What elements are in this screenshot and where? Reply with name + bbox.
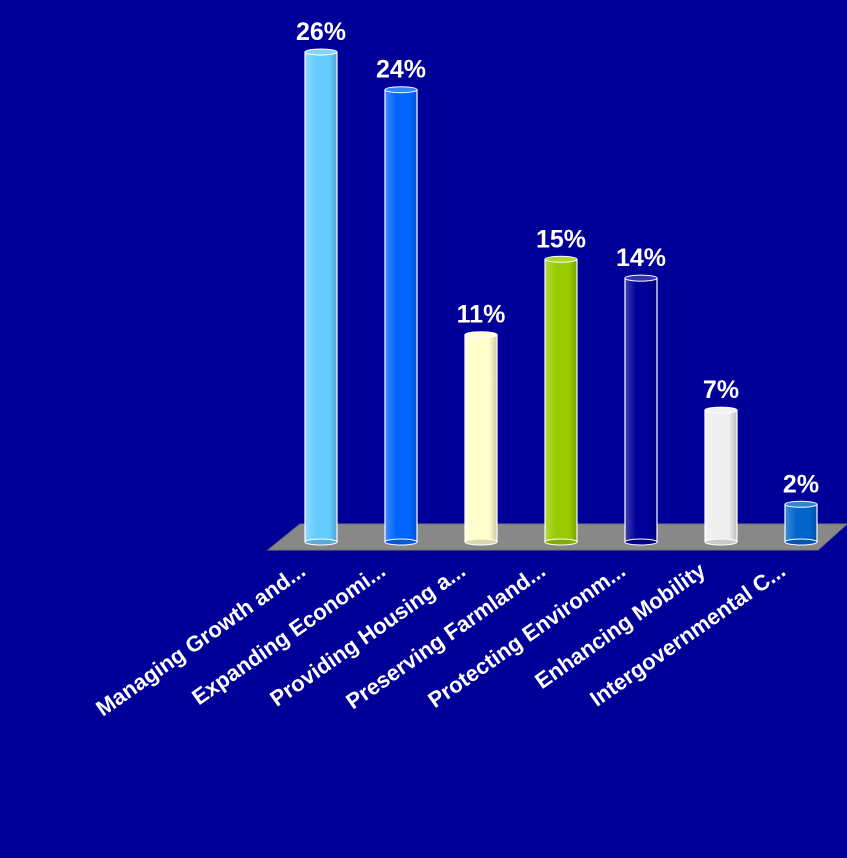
- bar-body: [624, 277, 658, 543]
- bar-base: [784, 538, 818, 546]
- bar: [304, 48, 338, 546]
- bar: [544, 255, 578, 546]
- bar: [704, 406, 738, 546]
- category-labels: Managing Growth and...Expanding Economi.…: [91, 557, 790, 721]
- bar-base: [544, 538, 578, 546]
- bar: [784, 500, 818, 546]
- data-label: 7%: [703, 376, 739, 404]
- data-label: 26%: [296, 18, 346, 46]
- bar: [624, 274, 658, 546]
- data-label: 2%: [783, 470, 819, 498]
- bar-body: [544, 258, 578, 543]
- bar-base: [464, 538, 498, 546]
- bar-cap: [304, 48, 338, 56]
- bar-body: [384, 89, 418, 543]
- data-label: 14%: [616, 244, 666, 272]
- data-labels: 26% 24% 11% 15% 14% 7% 2%: [296, 18, 819, 498]
- bar-body: [464, 334, 498, 543]
- bar-cap: [544, 255, 578, 263]
- bar-cap: [704, 406, 738, 414]
- data-label: 24%: [376, 56, 426, 84]
- data-label: 15%: [536, 225, 586, 253]
- bar-base: [384, 538, 418, 546]
- data-label: 11%: [457, 301, 506, 329]
- bar-cap: [464, 331, 498, 339]
- bar-base: [704, 538, 738, 546]
- bar-cap: [384, 86, 418, 94]
- bar-body: [704, 409, 738, 543]
- bar: [464, 331, 498, 546]
- bar-base: [624, 538, 658, 546]
- bar-body: [784, 503, 818, 543]
- bar-base: [304, 538, 338, 546]
- bar: [384, 86, 418, 546]
- bar-body: [304, 51, 338, 543]
- bar-cap: [624, 274, 658, 282]
- bars: [304, 48, 818, 546]
- bar-cap: [784, 500, 818, 508]
